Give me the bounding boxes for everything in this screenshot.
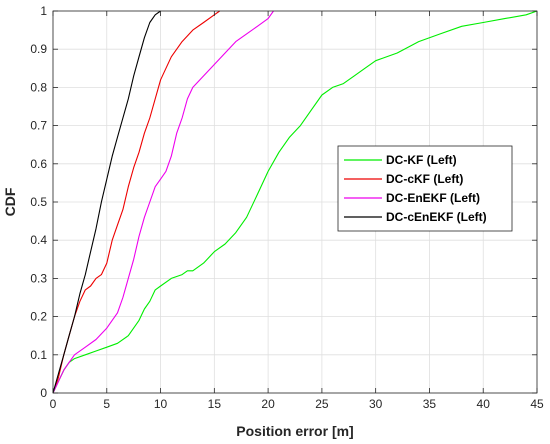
x-tick-label: 20 — [261, 397, 275, 411]
legend-label-dc-kf-left: DC-KF (Left) — [386, 153, 457, 167]
y-tick-label: 0.4 — [30, 233, 47, 247]
x-tick-label: 35 — [423, 397, 437, 411]
y-tick-label: 0.1 — [30, 348, 47, 362]
x-tick-label: 5 — [103, 397, 110, 411]
x-tick-label: 10 — [154, 397, 168, 411]
y-tick-label: 0.7 — [30, 119, 47, 133]
y-tick-label: 0.3 — [30, 271, 47, 285]
axis-ticks — [52, 10, 538, 394]
x-tick-label: 0 — [50, 397, 57, 411]
series-line-dc-kf-left — [52, 10, 538, 394]
y-axis-label: CDF — [2, 187, 18, 216]
x-tick-label: 30 — [369, 397, 383, 411]
x-tick-label: 40 — [477, 397, 491, 411]
y-tick-label: 1 — [40, 4, 47, 18]
y-tick-label: 0.8 — [30, 80, 47, 94]
tick-labels: 0 5 10 15 20 25 30 35 40 45 0 0.1 0.2 0.3 0.4 0.5 0.6 0.7… — [30, 4, 544, 411]
x-axis-label: Position error [m] — [236, 423, 353, 439]
legend-label-dc-cenekf-left: DC-cEnEKF (Left) — [386, 210, 487, 224]
series-lines — [52, 10, 538, 394]
series-line-dc-ckf-left — [52, 10, 221, 394]
x-tick-label: 45 — [530, 397, 544, 411]
x-tick-label: 25 — [315, 397, 329, 411]
legend: DC-KF (Left) DC-cKF (Left) DC-EnEKF (Left)… — [337, 145, 513, 232]
y-tick-label: 0.9 — [30, 42, 47, 56]
y-tick-label: 0.6 — [30, 157, 47, 171]
series-line-dc-enekf-left — [52, 10, 274, 394]
y-tick-label: 0.2 — [30, 310, 47, 324]
y-tick-label: 0.5 — [30, 195, 47, 209]
legend-label-dc-ckf-left: DC-cKF (Left) — [386, 172, 463, 186]
legend-label-dc-enekf-left: DC-EnEKF (Left) — [386, 191, 480, 205]
y-tick-label: 0 — [40, 386, 47, 400]
x-tick-label: 15 — [208, 397, 222, 411]
series-line-dc-cenekf-left — [52, 10, 161, 394]
